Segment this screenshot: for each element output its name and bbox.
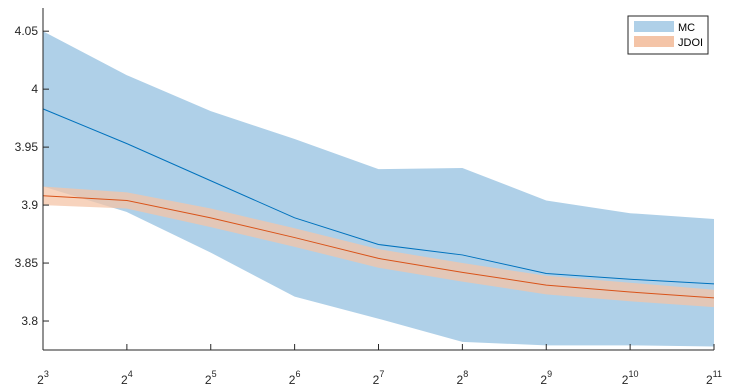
y-tick-label: 3.95 [15,140,39,154]
x-tick-label: 210 [622,369,639,387]
jdoi-legend-swatch [634,36,674,47]
mc-legend-swatch [634,21,674,32]
x-tick-label: 23 [37,369,49,387]
x-tick-label: 28 [457,369,469,387]
y-tick-label: 4 [31,82,38,96]
mc-mean-line [42,108,715,285]
x-tick-label: 26 [289,369,301,387]
x-tick-label: 27 [373,369,385,387]
y-tick-label: 3.9 [21,198,38,212]
x-tick-label: 25 [205,369,217,387]
y-tick-label: 3.8 [21,314,38,328]
x-tick-label: 29 [540,369,552,387]
mc-band [43,31,714,347]
jdoi-legend-label: JDOI [678,37,703,49]
mc-legend-label: MC [678,22,695,34]
jdoi-mean-line [42,195,715,299]
x-tick-label: 211 [706,369,722,387]
y-tick-label: 3.85 [15,256,39,270]
jdoi-band [43,186,714,308]
legend: MC JDOI [627,15,709,55]
mean-lines [42,108,715,299]
y-tick-label: 4.05 [15,24,39,38]
confidence-bands [43,31,714,347]
axes: 3.8 3.85 3.9 3.95 4 4.05 23 24 25 26 27 28 29 210 211 [15,8,722,387]
x-tick-label: 24 [121,369,133,387]
